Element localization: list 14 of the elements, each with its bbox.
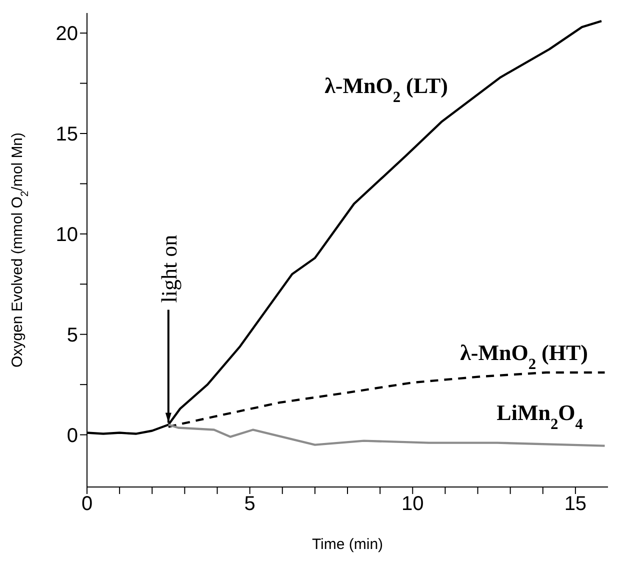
series-label: λ-MnO$_{2}$ (LT) (324, 73, 448, 106)
annotation: light on (156, 234, 182, 303)
y-tick-label: 0 (66, 424, 78, 447)
x-tick-label: 0 (81, 493, 93, 516)
x-axis-title: Time (min) (312, 536, 384, 553)
x-tick-label: 15 (564, 493, 587, 516)
x-tick-label: 5 (244, 493, 256, 516)
series-label: λ-MnO$_{2}$ (HT) (460, 340, 588, 372)
y-tick-label: 15 (56, 124, 78, 146)
series-label: LiMn$_{2}$O$_{4}$ (496, 400, 584, 432)
y-tick-label: 5 (66, 324, 78, 346)
y-tick-label: 10 (56, 224, 78, 246)
y-tick-label: 20 (56, 23, 78, 46)
x-tick-label: 10 (402, 493, 424, 516)
